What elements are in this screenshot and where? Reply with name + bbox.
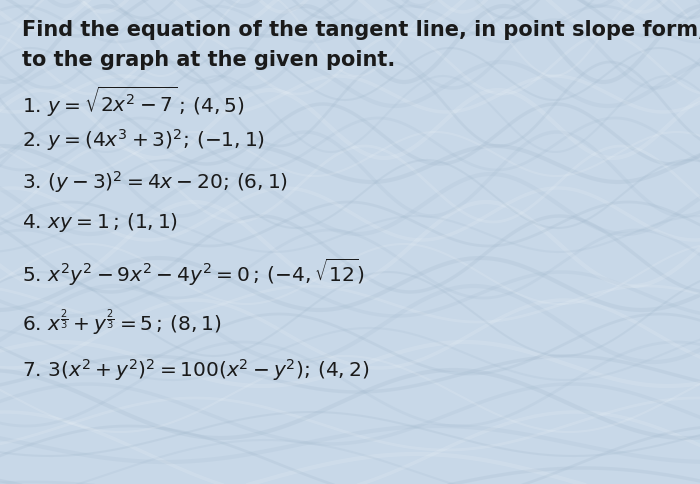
Text: 3. $(y - 3)^2 = 4x - 20;\,(6,1)$: 3. $(y - 3)^2 = 4x - 20;\,(6,1)$: [22, 168, 288, 195]
Text: 1. $y = \sqrt{2x^2 - 7}\,;\,(4,5)$: 1. $y = \sqrt{2x^2 - 7}\,;\,(4,5)$: [22, 85, 244, 119]
Text: to the graph at the given point.: to the graph at the given point.: [22, 50, 395, 70]
Text: 4. $xy = 1\,;\,(1,1)$: 4. $xy = 1\,;\,(1,1)$: [22, 211, 178, 233]
Text: 5. $x^2y^2 - 9x^2 - 4y^2 = 0\,;\,(-4,\sqrt{12})$: 5. $x^2y^2 - 9x^2 - 4y^2 = 0\,;\,(-4,\sq…: [22, 257, 365, 287]
Text: 7. $3(x^2 + y^2)^2 = 100(x^2 - y^2);\,(4,2)$: 7. $3(x^2 + y^2)^2 = 100(x^2 - y^2);\,(4…: [22, 356, 369, 382]
Text: Find the equation of the tangent line, in point slope form,: Find the equation of the tangent line, i…: [22, 20, 700, 40]
Text: 6. $x^{\frac{2}{3}} + y^{\frac{2}{3}} = 5\,;\,(8,1)$: 6. $x^{\frac{2}{3}} + y^{\frac{2}{3}} = …: [22, 306, 222, 337]
Text: 2. $y = (4x^3 + 3)^2;\,(-1,1)$: 2. $y = (4x^3 + 3)^2;\,(-1,1)$: [22, 127, 265, 152]
